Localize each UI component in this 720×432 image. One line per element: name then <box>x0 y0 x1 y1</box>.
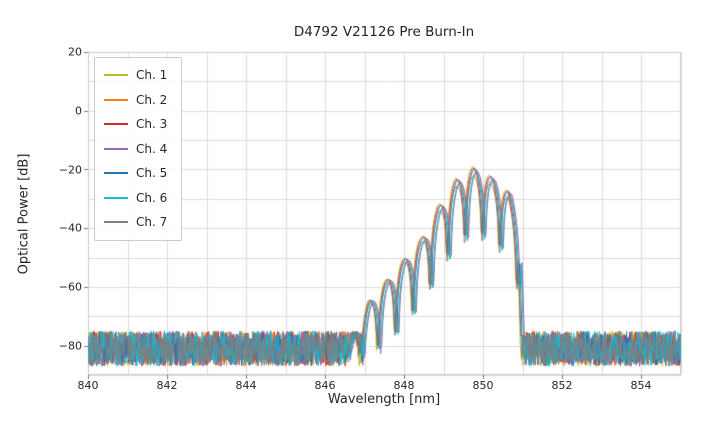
legend-line-swatch-ch-2-icon <box>104 98 128 101</box>
y-tick-label: −60 <box>58 280 82 294</box>
legend-line-swatch-ch-1-icon <box>104 74 128 77</box>
legend-item: Ch. 5 <box>104 161 167 186</box>
x-tick-label: 848 <box>393 379 415 392</box>
legend-item: Ch. 4 <box>104 137 167 162</box>
legend-item: Ch. 2 <box>104 88 167 113</box>
x-tick-label: 844 <box>235 379 257 392</box>
y-tick-label: 0 <box>75 104 82 118</box>
x-tick-label: 852 <box>551 379 573 392</box>
x-axis-label: Wavelength [nm] <box>327 392 441 407</box>
legend-label: Ch. 4 <box>136 141 168 156</box>
legend-item: Ch. 6 <box>104 186 167 211</box>
chart-title: D4792 V21126 Pre Burn-In <box>293 24 475 40</box>
x-tick-label: 854 <box>630 379 652 392</box>
legend-label: Ch. 6 <box>136 190 168 205</box>
x-tick-label: 842 <box>156 379 178 392</box>
x-tick-label: 846 <box>314 379 336 392</box>
legend-line-swatch-ch-3-icon <box>104 123 128 126</box>
y-tick-label: −20 <box>58 163 82 176</box>
y-axis-label: Optical Power [dB] <box>16 153 32 275</box>
legend-label: Ch. 7 <box>136 215 168 230</box>
legend-item: Ch. 7 <box>104 210 167 235</box>
x-tick-label: 850 <box>472 379 494 392</box>
legend-line-swatch-ch-6-icon <box>104 196 128 199</box>
legend-label: Ch. 3 <box>136 117 168 132</box>
y-tick-label: 20 <box>68 45 82 59</box>
legend-item: Ch. 1 <box>104 63 167 88</box>
legend-line-swatch-ch-5-icon <box>104 172 128 175</box>
x-tick-label: 840 <box>77 379 99 392</box>
y-tick-label: −80 <box>58 339 82 353</box>
y-tick-label: −40 <box>58 221 82 235</box>
legend-line-swatch-ch-4-icon <box>104 147 128 150</box>
legend-line-swatch-ch-7-icon <box>104 221 128 224</box>
legend-label: Ch. 2 <box>136 92 168 107</box>
legend-label: Ch. 5 <box>136 166 168 181</box>
legend: Ch. 1 Ch. 2 Ch. 3 Ch. 4 Ch. 5 Ch. 6 Ch. … <box>94 57 183 241</box>
legend-label: Ch. 1 <box>136 68 168 83</box>
legend-item: Ch. 3 <box>104 112 167 137</box>
